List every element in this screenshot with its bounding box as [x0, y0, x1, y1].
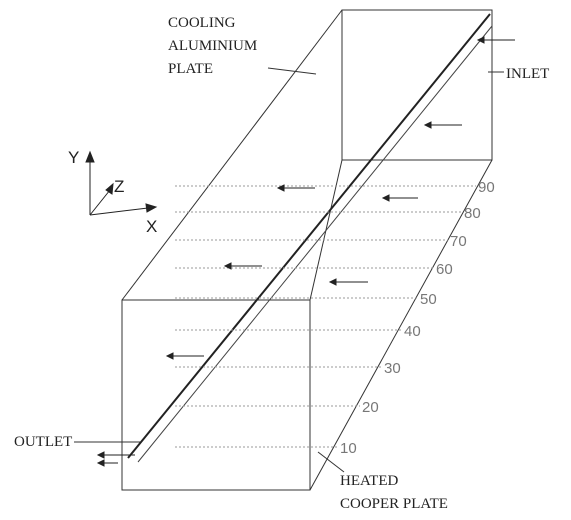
scale-label: 90	[478, 179, 495, 196]
label: HEATED	[340, 473, 398, 489]
arrowhead	[223, 262, 232, 270]
scale-label: 30	[384, 360, 401, 377]
arrowhead	[96, 451, 105, 459]
scale-label: 40	[404, 323, 421, 340]
x-axis	[89, 207, 149, 216]
z-axis	[89, 189, 111, 216]
label: COOLING	[168, 15, 236, 31]
leader	[267, 67, 317, 75]
arrowhead	[476, 36, 485, 44]
leader	[317, 451, 345, 473]
scale-label: 50	[420, 291, 437, 308]
axes-icon	[85, 150, 158, 216]
label: INLET	[506, 66, 549, 82]
arrowhead	[381, 194, 390, 202]
flow-arrows	[96, 36, 515, 467]
arrowhead	[85, 150, 95, 163]
axis-label: X	[146, 217, 157, 236]
scale: 10 20 30 40 50 60 70 80 90	[175, 179, 495, 457]
scale-label: 20	[362, 399, 379, 416]
front-face	[121, 299, 311, 491]
axis-label: Z	[114, 177, 124, 196]
arrowhead	[165, 352, 174, 360]
edge	[121, 9, 343, 301]
arrowhead	[276, 184, 285, 192]
scale-label: 80	[464, 205, 481, 222]
arrowhead	[328, 278, 337, 286]
arrowhead	[423, 121, 432, 129]
arrowhead	[96, 459, 105, 467]
rail	[137, 25, 493, 463]
edge	[309, 159, 493, 491]
label: OUTLET	[14, 434, 72, 450]
label: PLATE	[168, 61, 213, 77]
box	[121, 9, 493, 491]
scale-label: 70	[450, 233, 467, 250]
axis-label: Y	[68, 148, 79, 167]
label: COOPER PLATE	[340, 496, 448, 512]
back-face	[341, 9, 493, 161]
rail	[127, 13, 491, 459]
scale-label: 60	[436, 261, 453, 278]
arrowhead	[105, 182, 114, 195]
scale-label: 10	[340, 440, 357, 457]
label: ALUMINIUM	[168, 38, 257, 54]
arrowhead	[145, 203, 158, 213]
